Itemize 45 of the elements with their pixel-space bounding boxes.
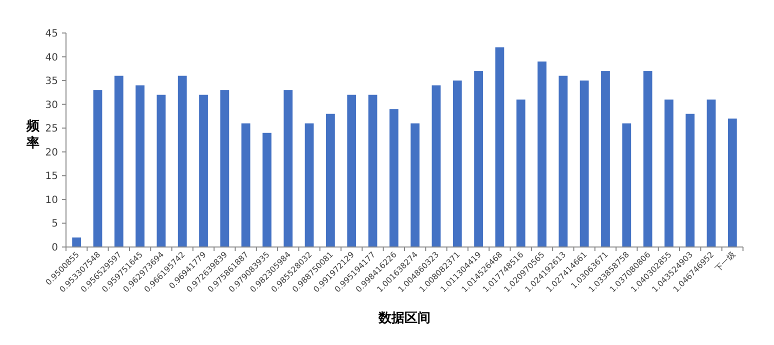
bar xyxy=(622,123,632,247)
y-tick-label: 25 xyxy=(45,124,58,135)
y-tick-label: 30 xyxy=(45,100,58,111)
y-tick-label: 35 xyxy=(45,76,58,88)
bar xyxy=(474,71,483,247)
bar xyxy=(538,62,546,247)
bar xyxy=(686,114,695,247)
y-tick-label: 40 xyxy=(45,52,58,64)
bar xyxy=(558,76,568,247)
bar xyxy=(580,80,589,247)
bar xyxy=(304,123,314,247)
bar xyxy=(601,71,610,247)
bar xyxy=(93,90,102,247)
x-tick-label: 下一级 xyxy=(714,250,737,274)
bar xyxy=(284,90,293,247)
y-tick-label: 5 xyxy=(52,218,58,230)
bar xyxy=(220,90,230,247)
y-axis-title: 频率 xyxy=(26,119,40,151)
y-tick-label: 10 xyxy=(45,194,58,206)
bar xyxy=(664,100,674,247)
bar xyxy=(178,76,187,247)
bar xyxy=(706,100,716,247)
y-tick-label: 45 xyxy=(45,28,58,40)
bar xyxy=(262,132,272,247)
bar xyxy=(241,123,250,247)
bar xyxy=(136,85,144,247)
bar xyxy=(326,114,335,247)
bar xyxy=(72,237,82,247)
bar xyxy=(410,123,420,247)
bar xyxy=(728,118,737,247)
y-tick-label: 20 xyxy=(45,147,58,158)
bar xyxy=(199,94,208,247)
y-tick-label: 0 xyxy=(52,242,58,254)
x-axis-title: 数据区间 xyxy=(378,311,430,326)
bar xyxy=(368,94,378,247)
bar xyxy=(389,109,398,247)
bar xyxy=(347,94,356,247)
bar xyxy=(156,94,166,247)
bar xyxy=(114,76,124,247)
bar xyxy=(495,47,504,247)
bar xyxy=(643,71,652,247)
bar xyxy=(452,80,462,247)
y-tick-label: 15 xyxy=(45,171,58,182)
bar xyxy=(432,85,441,247)
bar xyxy=(516,100,526,247)
